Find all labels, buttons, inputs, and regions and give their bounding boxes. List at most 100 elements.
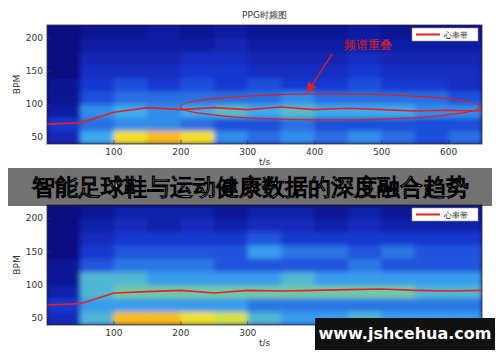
x-axis-label: t/s	[259, 338, 271, 348]
heatmap-cell	[448, 245, 482, 259]
heatmap-cell	[214, 38, 248, 52]
frame	[47, 25, 482, 144]
heatmap-cell	[348, 218, 382, 232]
heatmap-cell	[114, 38, 148, 52]
plot-background	[47, 25, 482, 144]
heatmap-cell	[114, 205, 148, 219]
heatmap-cell	[281, 311, 315, 325]
heatmap-cell	[314, 271, 348, 285]
heatmap-cell	[80, 285, 114, 299]
heatmap-cell	[314, 245, 348, 259]
heatmap-cell	[314, 130, 348, 144]
frame	[47, 205, 482, 325]
heatmap-cell	[381, 78, 415, 92]
watermark-background	[315, 318, 495, 350]
y-tick	[47, 218, 51, 219]
heatmap-cell	[147, 91, 181, 105]
y-tick	[47, 251, 51, 252]
x-tick	[180, 140, 181, 144]
heatmap-cell	[281, 298, 315, 312]
heatmap-cell	[381, 51, 415, 65]
heatmap-cell	[147, 64, 181, 78]
y-tick	[47, 137, 51, 138]
heatmap-cell	[114, 311, 148, 325]
heatmap-cell	[147, 231, 181, 245]
heatmap-cell	[214, 218, 248, 232]
heatmap-cell	[348, 130, 382, 144]
heatmap-cell	[80, 104, 114, 118]
heatmap-cell	[114, 218, 148, 232]
y-tick	[47, 285, 51, 286]
y-axis-label: BPM	[12, 255, 22, 274]
heatmap-cell	[281, 218, 315, 232]
series-line	[47, 107, 482, 124]
heatmap-cell	[181, 38, 215, 52]
heatmap-cell	[47, 25, 81, 39]
heatmap-cell	[147, 38, 181, 52]
heatmap-cell	[214, 64, 248, 78]
heatmap-cell	[281, 51, 315, 65]
annotation-text: 频谱重叠	[344, 38, 392, 52]
heatmap-cell	[47, 205, 81, 219]
heatmap-cell	[214, 245, 248, 259]
heatmap-cell	[247, 64, 281, 78]
heatmap-cell	[214, 130, 248, 144]
watermark-text: www.jshcehua.com	[319, 324, 492, 343]
heatmap-cell	[181, 231, 215, 245]
heatmap-cell	[314, 231, 348, 245]
heatmap-cell	[80, 25, 114, 39]
heatmap-cell	[114, 258, 148, 272]
heatmap-cell	[247, 231, 281, 245]
heatmap-cell	[448, 64, 482, 78]
heatmap-cell	[415, 78, 449, 92]
heatmap-cell	[247, 298, 281, 312]
legend: 心率带	[412, 28, 478, 41]
heatmap-cell	[314, 104, 348, 118]
heatmap-cell	[47, 218, 81, 232]
heatmap-cell	[147, 218, 181, 232]
heatmap-cell	[147, 104, 181, 118]
heatmap-cell	[181, 91, 215, 105]
heatmap-cell	[314, 51, 348, 65]
y-tick-label: 200	[26, 33, 43, 43]
heatmap-cell	[147, 271, 181, 285]
heatmap-cell	[415, 258, 449, 272]
watermark: www.jshcehua.com	[315, 318, 495, 350]
heatmap-cell	[314, 258, 348, 272]
chart: 50100150200100200300400500600t/sBPMPPG时频…	[12, 10, 482, 167]
heatmap-cell	[381, 218, 415, 232]
heatmap-cell	[114, 51, 148, 65]
heatmap-cell	[181, 25, 215, 39]
heatmap-cell	[181, 51, 215, 65]
heatmap-cell	[247, 51, 281, 65]
heatmap-cell	[47, 51, 81, 65]
heatmap-cell	[314, 285, 348, 299]
heatmap-cell	[214, 117, 248, 131]
heatmap-cell	[448, 271, 482, 285]
annotation: 频谱重叠	[180, 38, 480, 120]
heatmap-cell	[47, 271, 81, 285]
heatmap-cell	[181, 311, 215, 325]
y-tick-label: 150	[26, 66, 43, 76]
x-tick	[247, 321, 248, 325]
heatmap-cell	[80, 258, 114, 272]
heatmap-cell	[47, 91, 81, 105]
heatmap-cell	[381, 298, 415, 312]
heatmap-cell	[147, 25, 181, 39]
annotation-arrow	[308, 54, 332, 91]
heatmap-cell	[181, 130, 215, 144]
heatmap-cell	[181, 245, 215, 259]
heatmap-cell	[415, 130, 449, 144]
heatmap-cell	[247, 271, 281, 285]
heatmap-cell	[80, 51, 114, 65]
heatmap-cell	[147, 117, 181, 131]
heatmap-cell	[247, 91, 281, 105]
plot-area	[47, 205, 482, 325]
heatmap-cell	[47, 311, 81, 325]
heatmap-cell	[314, 218, 348, 232]
heatmap-cell	[348, 205, 382, 219]
heatmap-cell	[281, 245, 315, 259]
heatmap-cell	[381, 25, 415, 39]
heatmap-cell	[381, 64, 415, 78]
heatmap-cell	[80, 117, 114, 131]
